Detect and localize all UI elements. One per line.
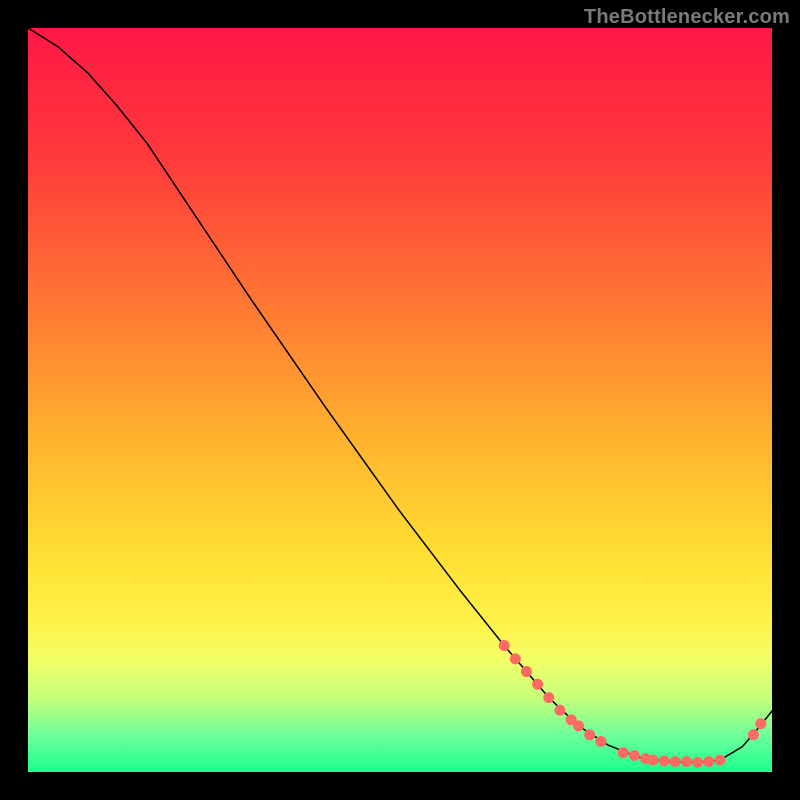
data-marker (756, 719, 766, 729)
plot-background (28, 28, 772, 772)
data-marker (715, 755, 725, 765)
data-marker (629, 751, 639, 761)
data-marker (693, 757, 703, 767)
data-marker (521, 667, 531, 677)
data-marker (544, 693, 554, 703)
bottleneck-chart: TheBottlenecker.com (0, 0, 800, 800)
data-marker (618, 748, 628, 758)
data-marker (533, 679, 543, 689)
data-marker (681, 757, 691, 767)
data-marker (748, 730, 758, 740)
watermark-text: TheBottlenecker.com (584, 6, 790, 29)
data-marker (574, 721, 584, 731)
data-marker (555, 705, 565, 715)
data-marker (648, 755, 658, 765)
data-marker (596, 737, 606, 747)
data-marker (499, 641, 509, 651)
data-marker (510, 654, 520, 664)
data-marker (585, 730, 595, 740)
chart-svg (0, 0, 800, 800)
data-marker (704, 757, 714, 767)
data-marker (659, 756, 669, 766)
data-marker (670, 757, 680, 767)
